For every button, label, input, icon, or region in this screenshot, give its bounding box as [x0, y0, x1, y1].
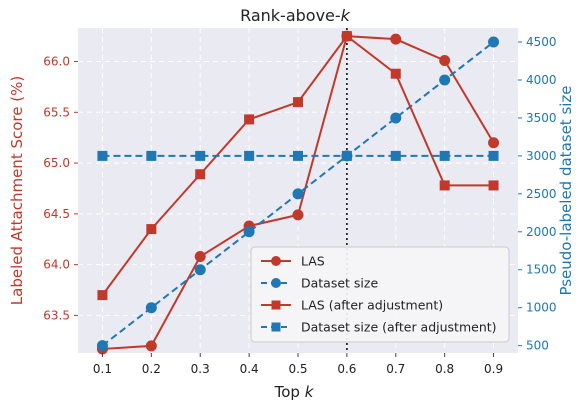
data-point — [97, 290, 108, 301]
data-point — [390, 112, 402, 124]
chart-title-k: k — [341, 6, 351, 25]
data-point — [439, 55, 451, 66]
y-right-tick-label: 1000 — [526, 301, 557, 315]
y-left-tick-label: 66.0 — [43, 55, 70, 69]
data-point — [292, 188, 304, 200]
y-right-tick-label: 4000 — [526, 73, 557, 87]
y-right-tick-label: 2500 — [526, 187, 557, 201]
data-point — [145, 302, 157, 314]
legend-swatch-marker — [271, 256, 281, 266]
y-axis-label-left: Labeled Attachment Score (%) — [8, 76, 26, 305]
series-1 — [96, 36, 500, 352]
data-point — [439, 180, 450, 191]
data-point — [488, 137, 500, 149]
data-point — [194, 264, 206, 276]
legend-swatch-marker — [271, 278, 281, 288]
legend-label: LAS (after adjustment) — [301, 298, 443, 313]
y-left-tick-label: 65.5 — [43, 105, 70, 119]
data-point — [390, 150, 401, 161]
data-point — [341, 31, 352, 42]
data-point — [439, 74, 451, 86]
x-tick-label: 0.3 — [191, 362, 210, 376]
legend-item: Dataset size — [261, 276, 378, 291]
x-tick-label: 0.7 — [386, 362, 405, 376]
y-left-tick-label: 64.0 — [43, 258, 70, 272]
legend-label: Dataset size (after adjustment) — [301, 320, 497, 335]
legend-label: Dataset size — [301, 276, 378, 291]
data-point — [145, 340, 157, 352]
legend: LAS Dataset size LAS (after adjustment) Dat… — [250, 246, 510, 343]
legend-label: LAS — [301, 254, 325, 269]
chart-title-main: Rank-above- — [240, 6, 341, 25]
legend-swatch-marker — [271, 300, 281, 310]
legend-box — [250, 246, 510, 343]
chart-title: Rank-above-k — [240, 6, 351, 25]
y-axis-label-right: Pseudo-labeled dataset size — [557, 85, 575, 295]
x-tick-label: 0.6 — [337, 362, 356, 376]
x-tick-label: 0.1 — [93, 362, 112, 376]
y-right-tick-label: 3000 — [526, 149, 557, 163]
data-point — [146, 224, 157, 235]
legend-item: LAS (after adjustment) — [261, 298, 443, 313]
legend-item: Dataset size (after adjustment) — [261, 320, 497, 335]
data-point — [97, 150, 108, 161]
x-tick-label: 0.2 — [142, 362, 161, 376]
series-2 — [97, 31, 499, 301]
data-point — [293, 150, 303, 161]
data-point — [146, 150, 157, 161]
y-right-tick-label: 1500 — [526, 263, 557, 277]
data-point — [488, 36, 500, 48]
x-tick-label: 0.4 — [240, 362, 259, 376]
y-left-tick-label: 64.5 — [43, 207, 70, 221]
data-point — [96, 340, 108, 352]
data-point — [195, 169, 206, 180]
y-left-tick-label: 65.0 — [43, 156, 70, 170]
data-point — [488, 150, 499, 161]
data-point — [390, 68, 401, 79]
y-left-tick-label: 63.5 — [43, 308, 70, 322]
x-tick-label: 0.5 — [288, 362, 307, 376]
y-right-tick-label: 500 — [526, 339, 549, 353]
data-point — [244, 150, 255, 161]
data-point — [195, 150, 206, 161]
x-axis-label-main: Top — [274, 383, 305, 401]
data-point — [243, 226, 255, 238]
y-right-tick-label: 3500 — [526, 111, 557, 125]
y-right-tick-label: 4500 — [526, 35, 557, 49]
data-point — [390, 33, 402, 45]
data-point — [439, 150, 450, 161]
data-point — [292, 209, 304, 221]
x-axis-label-k: k — [305, 383, 315, 401]
legend-item: LAS — [261, 254, 325, 269]
data-point — [244, 114, 255, 125]
x-axis-label: Top k — [274, 383, 315, 401]
data-point — [194, 251, 206, 263]
legend-swatch-marker — [271, 322, 281, 332]
data-point — [341, 150, 352, 161]
data-point — [488, 180, 499, 191]
data-point — [293, 97, 303, 108]
y-right-tick-label: 2000 — [526, 225, 557, 239]
x-tick-label: 0.9 — [484, 362, 503, 376]
x-tick-label: 0.8 — [435, 362, 454, 376]
series-3 — [97, 150, 499, 161]
